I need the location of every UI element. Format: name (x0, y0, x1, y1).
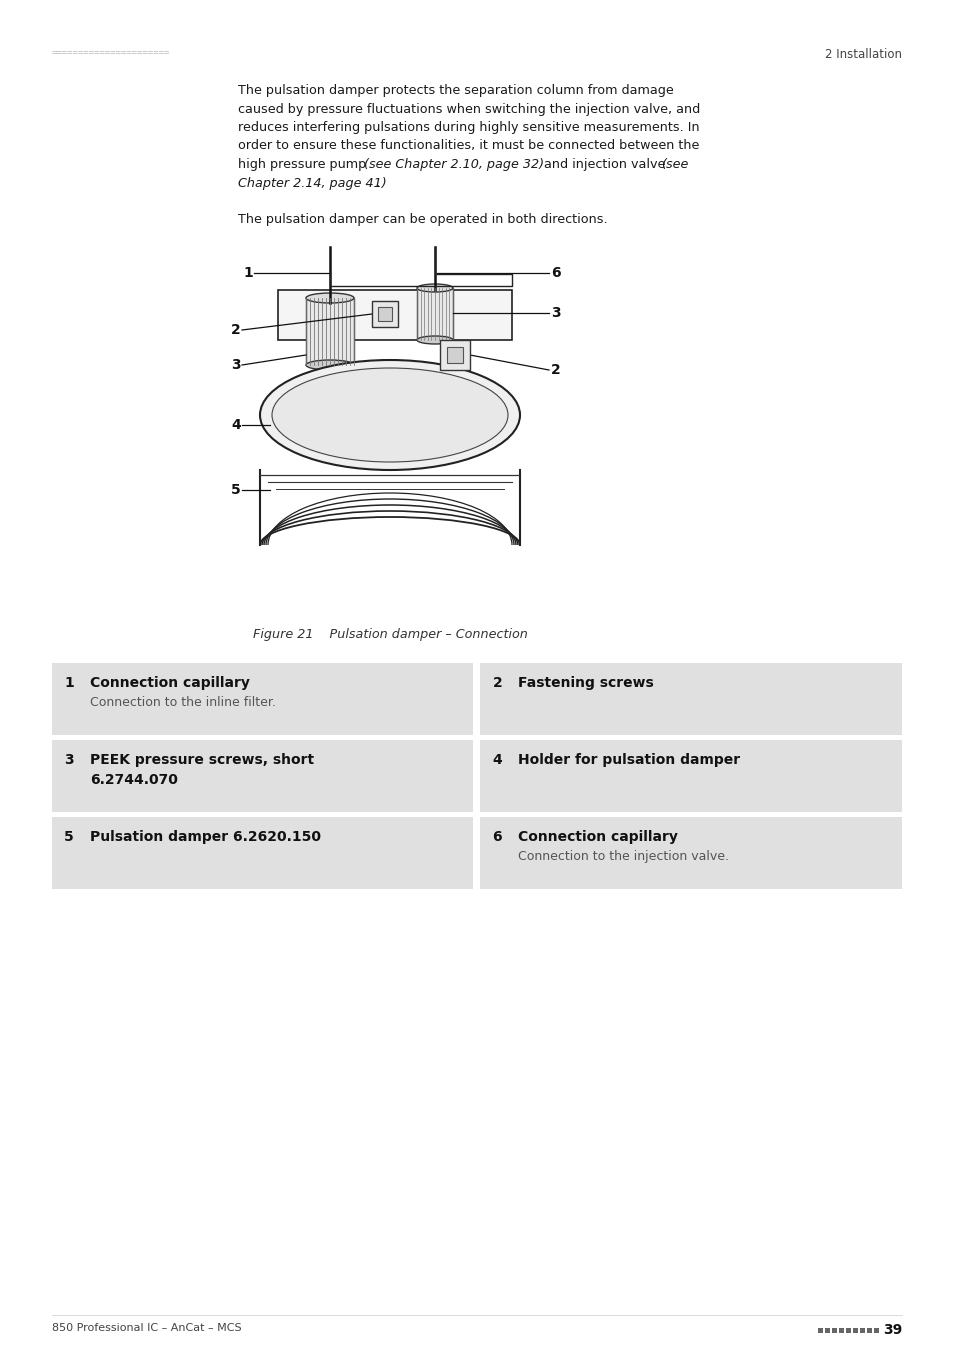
Text: 2: 2 (492, 676, 501, 690)
Bar (447, 347, 462, 363)
Text: Holder for pulsation damper: Holder for pulsation damper (518, 753, 740, 767)
Bar (831, 1328, 836, 1332)
Text: reduces interfering pulsations during highly sensitive measurements. In: reduces interfering pulsations during hi… (237, 122, 699, 134)
Text: 1: 1 (243, 266, 253, 279)
Text: 3: 3 (231, 358, 240, 373)
Text: 850 Professional IC – AnCat – MCS: 850 Professional IC – AnCat – MCS (52, 1323, 241, 1332)
Bar (859, 1328, 864, 1332)
Text: 39: 39 (882, 1323, 901, 1336)
Text: 4: 4 (231, 418, 240, 432)
Text: 2 Installation: 2 Installation (824, 49, 901, 61)
Bar (372, 301, 397, 327)
Text: Fastening screws: Fastening screws (518, 676, 654, 690)
Text: (see: (see (660, 158, 688, 171)
Text: .: . (375, 177, 379, 189)
Text: 2: 2 (231, 323, 240, 338)
Text: 4: 4 (492, 753, 501, 767)
Text: 3: 3 (551, 306, 560, 320)
Text: 5: 5 (231, 483, 240, 497)
Bar (52, 817, 473, 890)
Text: Chapter 2.14, page 41): Chapter 2.14, page 41) (237, 177, 386, 189)
Text: Connection to the inline filter.: Connection to the inline filter. (90, 697, 275, 709)
Bar (873, 1328, 878, 1332)
Text: Connection capillary: Connection capillary (518, 830, 678, 844)
Ellipse shape (260, 360, 519, 470)
Bar (480, 740, 901, 811)
Ellipse shape (416, 336, 453, 344)
Bar (52, 663, 473, 734)
Bar (377, 306, 392, 321)
Text: order to ensure these functionalities, it must be connected between the: order to ensure these functionalities, i… (237, 139, 699, 153)
Bar (306, 298, 354, 365)
Text: ======================: ====================== (52, 49, 170, 57)
Text: 2: 2 (551, 363, 560, 377)
Ellipse shape (306, 293, 354, 302)
Text: PEEK pressure screws, short: PEEK pressure screws, short (90, 753, 314, 767)
Bar (866, 1328, 871, 1332)
Bar (277, 290, 512, 340)
Bar (416, 288, 453, 340)
Bar (838, 1328, 843, 1332)
Bar (852, 1328, 857, 1332)
Text: 1: 1 (64, 676, 73, 690)
Text: 5: 5 (64, 830, 73, 844)
Bar (480, 817, 901, 890)
Text: 6: 6 (551, 266, 560, 279)
Ellipse shape (272, 369, 507, 462)
Bar (824, 1328, 829, 1332)
Text: high pressure pump: high pressure pump (237, 158, 370, 171)
Text: (see Chapter 2.10, page 32): (see Chapter 2.10, page 32) (364, 158, 543, 171)
Text: Figure 21    Pulsation damper – Connection: Figure 21 Pulsation damper – Connection (253, 628, 527, 641)
Text: and injection valve: and injection valve (539, 158, 669, 171)
Text: 6.2744.070: 6.2744.070 (90, 774, 177, 787)
Text: 6: 6 (492, 830, 501, 844)
Bar (480, 663, 901, 734)
Text: caused by pressure fluctuations when switching the injection valve, and: caused by pressure fluctuations when swi… (237, 103, 700, 116)
Bar (817, 1328, 822, 1332)
Text: Connection to the injection valve.: Connection to the injection valve. (518, 850, 729, 863)
Text: 3: 3 (64, 753, 73, 767)
Bar (439, 340, 470, 370)
Bar (845, 1328, 850, 1332)
Bar (52, 740, 473, 811)
Text: Connection capillary: Connection capillary (90, 676, 250, 690)
Text: The pulsation damper protects the separation column from damage: The pulsation damper protects the separa… (237, 84, 673, 97)
Ellipse shape (306, 360, 354, 370)
Ellipse shape (416, 284, 453, 292)
Text: Pulsation damper 6.2620.150: Pulsation damper 6.2620.150 (90, 830, 320, 844)
Text: The pulsation damper can be operated in both directions.: The pulsation damper can be operated in … (237, 213, 607, 227)
